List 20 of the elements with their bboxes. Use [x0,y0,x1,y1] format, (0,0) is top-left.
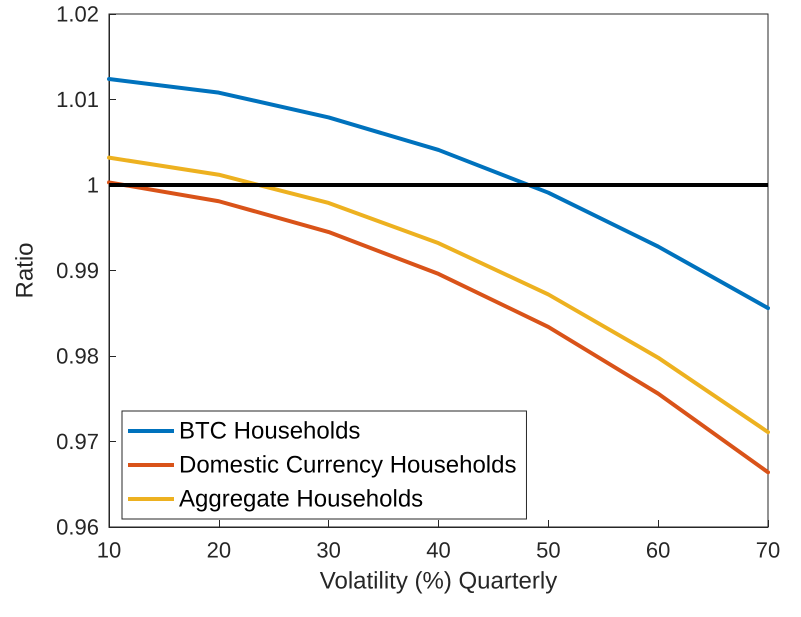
x-tick-label: 50 [536,538,561,562]
y-tick-label: 0.98 [56,344,99,368]
legend-label: BTC Households [179,418,360,444]
y-tick-label: 0.97 [56,429,99,454]
y-tick-label: 1.02 [56,2,99,26]
x-tick-label: 60 [646,538,670,562]
x-axis-title: Volatility (%) Quarterly [320,568,558,594]
y-axis-title: Ratio [12,242,38,299]
x-tick-label: 30 [316,538,341,562]
x-tick-label: 20 [206,538,232,562]
legend-label: Domestic Currency Households [179,452,516,478]
x-tick-label: 40 [426,538,451,562]
y-tick-label: 1 [86,172,99,198]
y-tick-label: 1.01 [56,87,99,112]
legend-label: Aggregate Households [179,486,424,512]
x-tick-label: 70 [756,538,780,562]
line-series [107,76,770,310]
x-tick-label: 10 [96,538,122,562]
y-tick-label: 0.99 [56,258,99,283]
y-tick-label: 0.96 [56,514,99,540]
